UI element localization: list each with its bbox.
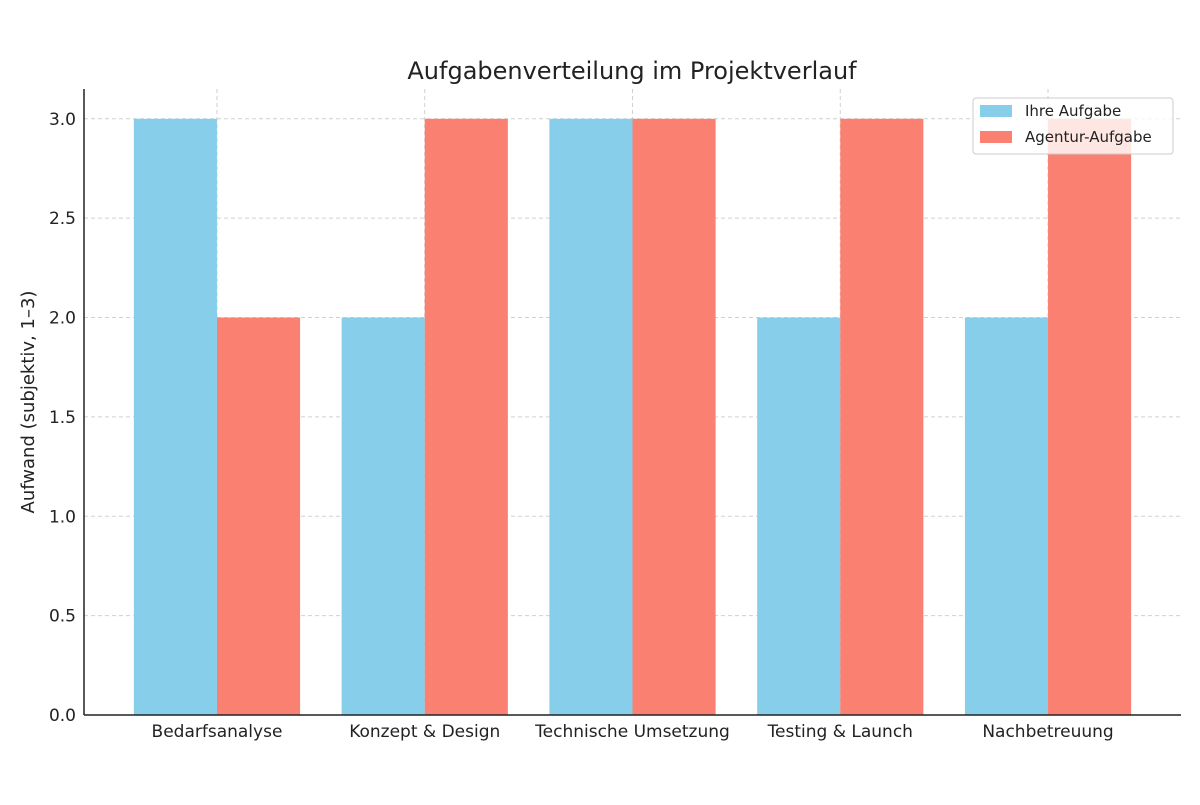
y-tick-label: 2.5 bbox=[49, 209, 76, 229]
chart-title: Aufgabenverteilung im Projektverlauf bbox=[407, 57, 857, 85]
y-tick-label: 0.5 bbox=[49, 607, 76, 627]
y-tick-label: 1.0 bbox=[49, 507, 76, 527]
bar-agentur-aufgabe bbox=[216, 317, 301, 715]
x-tick-label: Konzept & Design bbox=[349, 722, 500, 742]
y-axis-label: Aufwand (subjektiv, 1–3) bbox=[18, 291, 39, 514]
bars bbox=[133, 118, 1132, 716]
bar-agentur-aufgabe bbox=[424, 118, 508, 716]
bar-ihre-aufgabe bbox=[757, 317, 841, 715]
legend-swatch bbox=[980, 105, 1012, 117]
legend-swatch bbox=[980, 131, 1012, 143]
legend-label: Agentur-Aufgabe bbox=[1025, 128, 1152, 146]
bar-agentur-aufgabe bbox=[1048, 118, 1132, 716]
bar-ihre-aufgabe bbox=[133, 118, 217, 716]
y-tick-label: 0.0 bbox=[49, 706, 76, 726]
bar-ihre-aufgabe bbox=[964, 317, 1049, 715]
x-tick-label: Bedarfsanalyse bbox=[152, 722, 283, 742]
bar-ihre-aufgabe bbox=[341, 317, 425, 715]
bar-agentur-aufgabe bbox=[840, 118, 924, 716]
x-tick-label: Nachbetreuung bbox=[982, 722, 1113, 742]
legend: Ihre Aufgabe Agentur-Aufgabe bbox=[972, 97, 1174, 155]
x-tick-label: Testing & Launch bbox=[767, 722, 913, 742]
axes: 0.0 0.5 1.0 1.5 2.0 2.5 3.0 Bedarfsanalyse Konze… bbox=[49, 89, 1181, 742]
bar-ihre-aufgabe bbox=[549, 118, 633, 716]
bar-agentur-aufgabe bbox=[632, 118, 716, 716]
y-tick-label: 1.5 bbox=[49, 408, 76, 428]
x-tick-label: Technische Umsetzung bbox=[534, 722, 730, 742]
legend-box bbox=[972, 97, 1174, 155]
legend-label: Ihre Aufgabe bbox=[1025, 102, 1121, 120]
y-tick-label: 3.0 bbox=[49, 110, 76, 130]
y-tick-label: 2.0 bbox=[49, 309, 76, 329]
